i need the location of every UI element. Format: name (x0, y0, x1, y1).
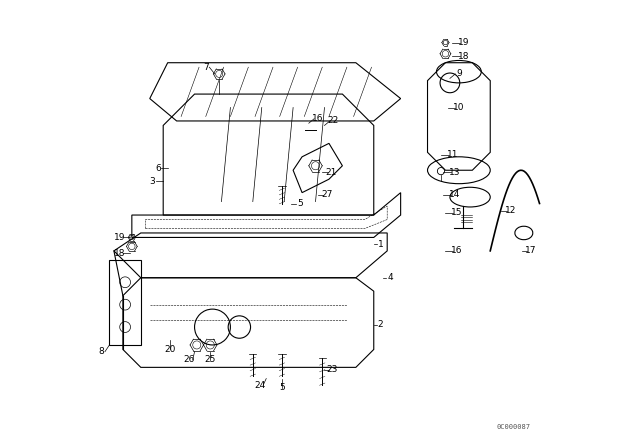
Text: 1: 1 (378, 240, 383, 249)
Text: 26: 26 (184, 355, 195, 364)
Text: 11: 11 (447, 150, 458, 159)
Text: 2: 2 (378, 320, 383, 329)
Text: 5: 5 (297, 199, 303, 208)
Text: 12: 12 (505, 206, 516, 215)
Text: 21: 21 (326, 168, 337, 177)
Text: 19: 19 (458, 38, 469, 47)
Text: 4: 4 (387, 273, 393, 282)
Text: 14: 14 (449, 190, 460, 199)
Text: 6: 6 (155, 164, 161, 172)
Text: 17: 17 (525, 246, 536, 255)
Text: 15: 15 (451, 208, 462, 217)
Text: 0C000087: 0C000087 (497, 424, 531, 430)
Text: 8: 8 (99, 347, 104, 356)
Text: 22: 22 (328, 116, 339, 125)
Text: 16: 16 (451, 246, 462, 255)
Text: 16: 16 (312, 114, 323, 123)
Text: 13: 13 (449, 168, 460, 177)
Text: 3: 3 (149, 177, 155, 186)
Text: 7: 7 (203, 63, 209, 72)
Text: 20: 20 (164, 345, 175, 354)
Text: 19: 19 (114, 233, 125, 242)
Text: 25: 25 (205, 355, 216, 364)
Text: 24: 24 (254, 381, 265, 390)
Text: 27: 27 (321, 190, 332, 199)
Text: 18: 18 (114, 249, 125, 258)
Text: 9: 9 (456, 69, 461, 78)
Text: 10: 10 (453, 103, 465, 112)
Text: 23: 23 (327, 365, 338, 374)
Text: 5: 5 (279, 383, 285, 392)
Text: 18: 18 (458, 52, 469, 60)
